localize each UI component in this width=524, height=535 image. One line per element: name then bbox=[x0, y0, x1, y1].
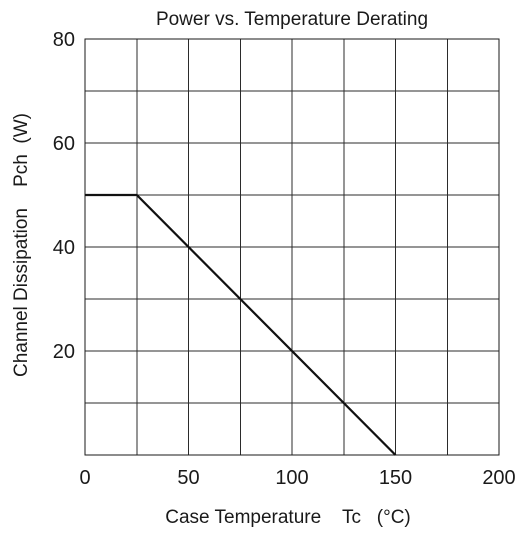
y-tick-label-80: 80 bbox=[53, 29, 75, 51]
y-tick-label-20: 20 bbox=[53, 341, 75, 363]
x-axis-title: Case Temperature Tc (°C) bbox=[165, 507, 411, 528]
grid bbox=[84, 38, 500, 456]
x-tick-label-0: 0 bbox=[79, 467, 90, 489]
plot-frame bbox=[84, 38, 500, 456]
y-tick-label-60: 60 bbox=[53, 133, 75, 155]
x-tick-label-50: 50 bbox=[177, 467, 199, 489]
chart-title: Power vs. Temperature Derating bbox=[156, 9, 428, 30]
x-tick-label-100: 100 bbox=[275, 467, 308, 489]
x-tick-label-200: 200 bbox=[482, 467, 515, 489]
y-tick-labels: 20 40 60 80 bbox=[53, 29, 75, 363]
x-tick-label-150: 150 bbox=[379, 467, 412, 489]
x-tick-labels: 0 50 100 150 200 bbox=[79, 467, 515, 489]
y-tick-label-40: 40 bbox=[53, 237, 75, 259]
series-layer bbox=[85, 193, 397, 456]
derating-curve-0 bbox=[85, 193, 397, 456]
y-axis-title: Channel Dissipation Pch (W) bbox=[11, 113, 32, 377]
